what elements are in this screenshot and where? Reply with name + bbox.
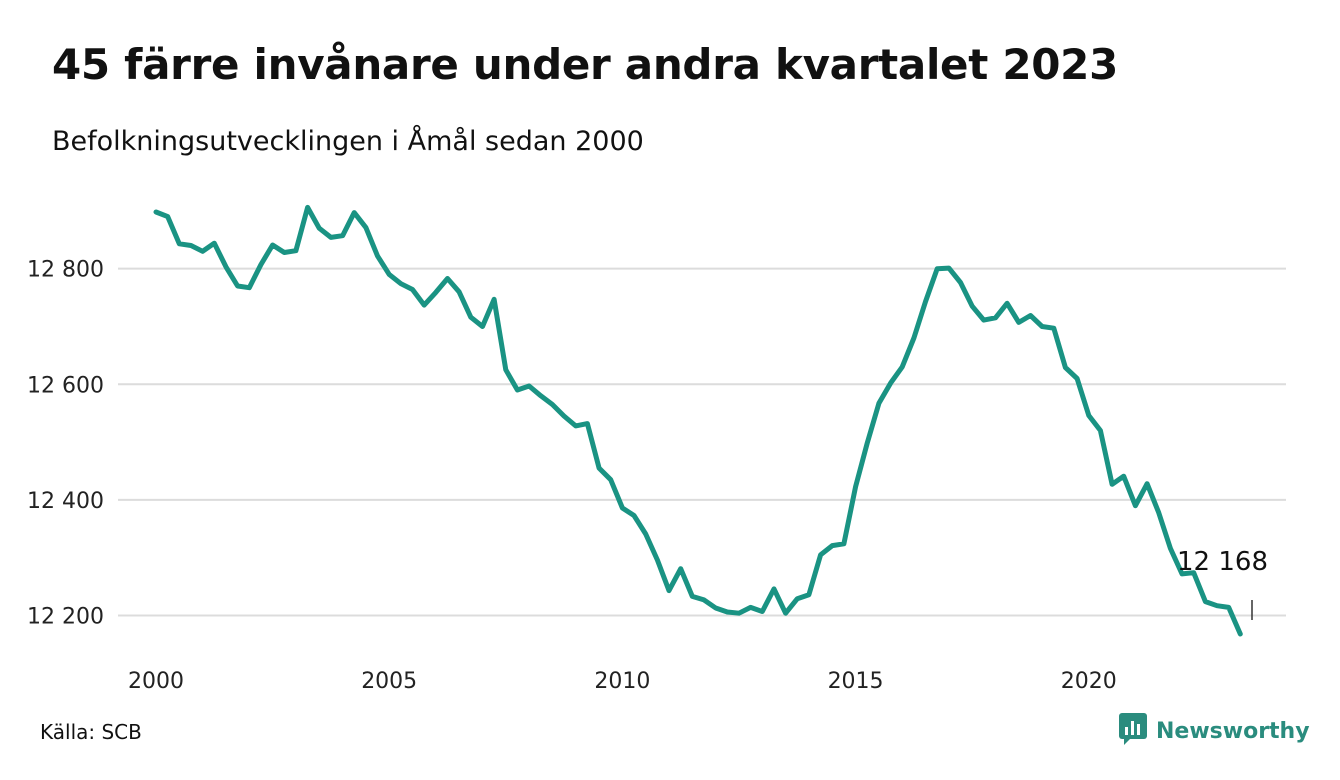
series-line [153,204,1243,637]
x-tick-label: 2020 [1061,669,1117,694]
x-tick-label: 2005 [361,669,417,694]
brand-name: Newsworthy [1156,718,1310,744]
x-tick-label: 2000 [128,669,184,694]
x-tick-label: 2010 [594,669,650,694]
y-tick-label: 12 200 [27,605,104,630]
y-tick-label: 12 800 [27,258,104,283]
chart-title: 45 färre invånare under andra kvartalet … [52,40,1119,89]
x-tick-label: 2015 [828,669,884,694]
brand-logo: Newsworthy [1118,712,1310,750]
source-note: Källa: SCB [40,720,142,744]
newsworthy-logo-icon [1118,712,1148,750]
chart-subtitle: Befolkningsutvecklingen i Åmål sedan 200… [52,126,644,157]
y-tick-label: 12 400 [27,489,104,514]
y-tick-label: 12 600 [27,373,104,398]
annotation-label: 12 168 [1177,547,1268,577]
